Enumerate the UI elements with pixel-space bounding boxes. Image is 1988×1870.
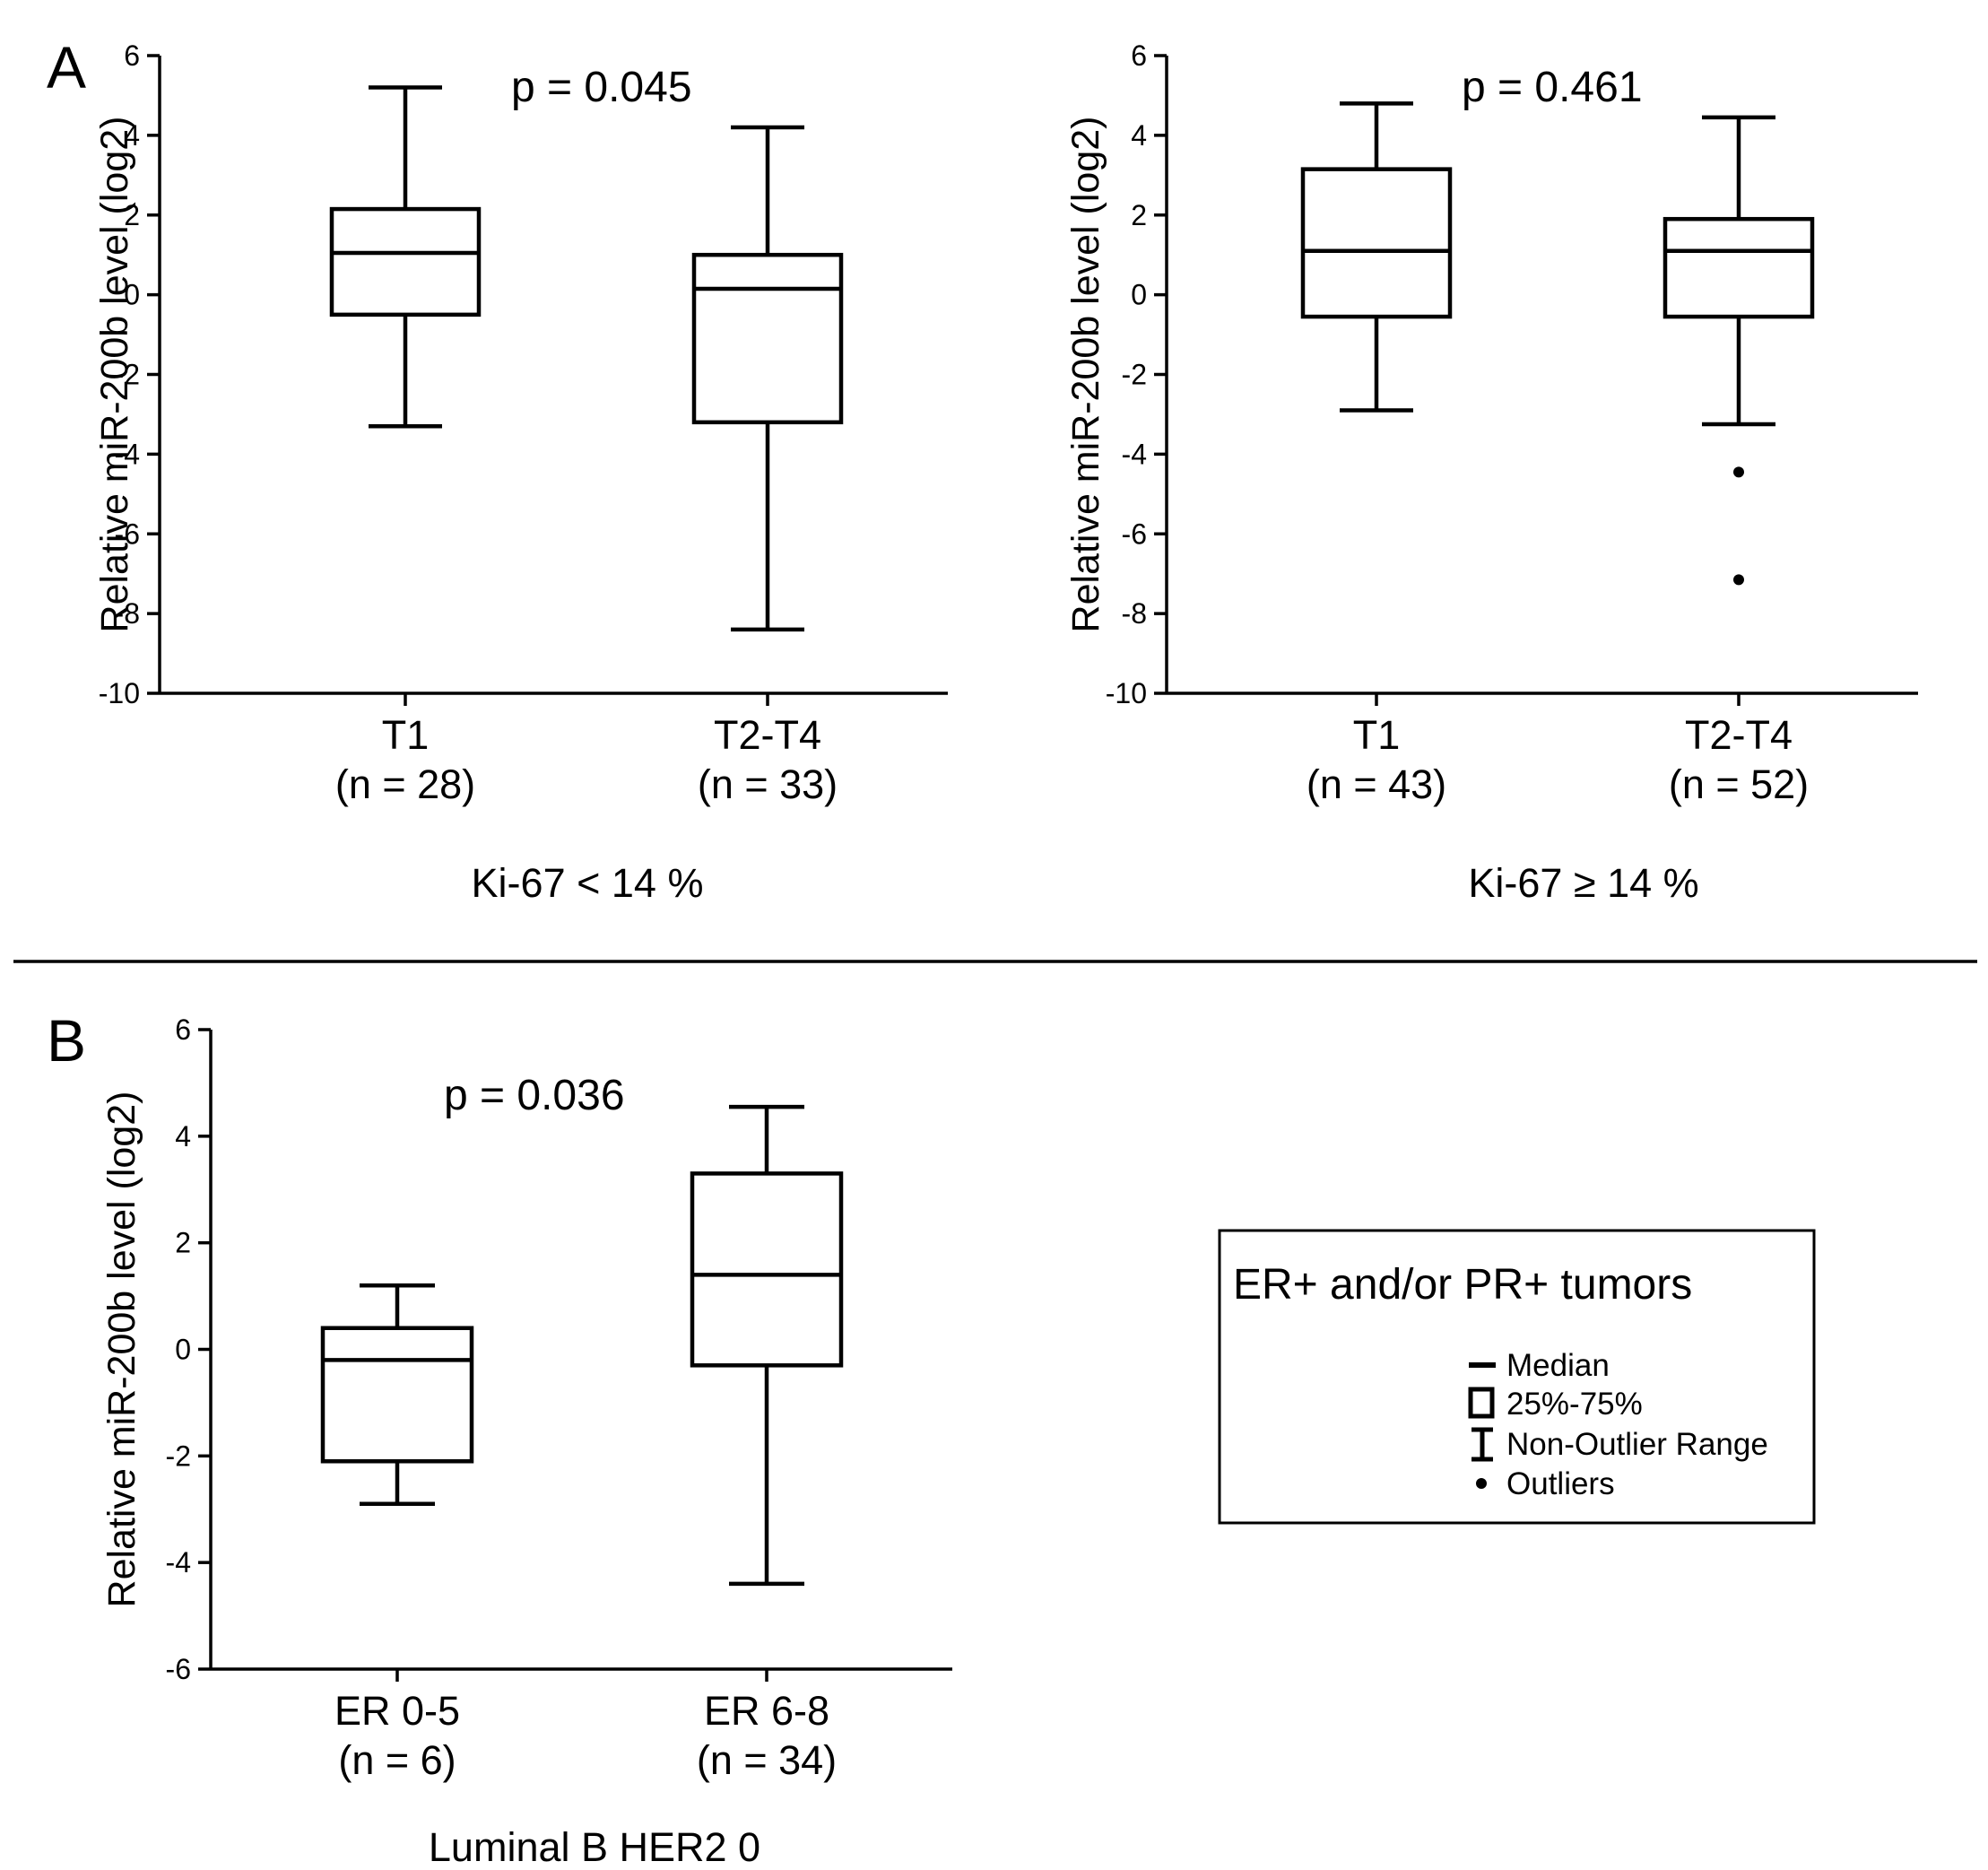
legend-title: ER+ and/or PR+ tumors <box>1233 1261 1692 1309</box>
y-tick-label: 2 <box>124 199 140 231</box>
y-axis-title: Relative miR-200b level (log2) <box>100 1092 143 1608</box>
y-tick-label: -10 <box>1106 677 1147 709</box>
iqr-box <box>329 206 482 317</box>
chart-title: Ki-67 < 14 % <box>472 860 704 906</box>
y-tick-label: 2 <box>1131 199 1147 231</box>
panel-label-a: A <box>47 34 86 100</box>
category-label: T2-T4 <box>1685 712 1793 758</box>
legend-box-label: 25%-75% <box>1506 1387 1643 1422</box>
y-tick-label: 4 <box>175 1120 191 1152</box>
chart-ki67-high: 6 4 2 0 -2 -4 -6 -8 -10 Relative miR-200b level (… <box>1064 39 1918 906</box>
y-tick-label: 2 <box>175 1227 191 1259</box>
category-label: T1 <box>1353 712 1401 758</box>
y-tick-label: -8 <box>115 597 140 630</box>
y-tick-label: -6 <box>166 1653 191 1685</box>
y-tick-label: 0 <box>175 1334 191 1366</box>
chart-ki67-low: 6 4 2 0 -2 -4 -6 -8 -10 Relative miR-200b level (… <box>93 39 948 906</box>
p-value: p = 0.045 <box>511 64 692 111</box>
y-tick-label: -4 <box>115 438 140 470</box>
category-n-label: (n = 34) <box>697 1737 837 1783</box>
chart-title: Ki-67 ≥ 14 % <box>1468 860 1698 906</box>
y-tick-label: -8 <box>1122 597 1147 630</box>
y-tick-label: 4 <box>124 119 140 152</box>
y-tick-label: -6 <box>1122 518 1147 550</box>
y-tick-label: -6 <box>115 518 140 550</box>
outlier-point <box>1733 466 1744 478</box>
iqr-box <box>1662 216 1815 319</box>
iqr-box <box>690 1171 844 1368</box>
iqr-box <box>320 1326 474 1464</box>
y-tick-label: -2 <box>1122 359 1147 391</box>
iqr-box <box>1300 167 1453 319</box>
y-tick-label: -10 <box>99 677 140 709</box>
y-tick-label: -2 <box>166 1439 191 1472</box>
category-n-label: (n = 43) <box>1307 761 1446 807</box>
p-value: p = 0.461 <box>1462 64 1643 111</box>
y-tick-label: 0 <box>1131 279 1147 311</box>
category-n-label: (n = 28) <box>335 761 475 807</box>
category-label: ER 0-5 <box>334 1688 460 1734</box>
p-value: p = 0.036 <box>444 1072 625 1119</box>
legend-whisker-label: Non-Outlier Range <box>1506 1427 1768 1462</box>
y-tick-label: 6 <box>1131 39 1147 72</box>
category-n-label: (n = 6) <box>338 1737 456 1783</box>
y-axis-title: Relative miR-200b level (log2) <box>1064 117 1107 633</box>
iqr-box <box>691 252 844 425</box>
category-n-label: (n = 52) <box>1669 761 1809 807</box>
y-tick-label: 0 <box>124 279 140 311</box>
panel-label-b: B <box>47 1007 86 1074</box>
legend-outlier-label: Outliers <box>1506 1466 1615 1501</box>
y-tick-label: -4 <box>1122 438 1147 470</box>
category-label: ER 6-8 <box>704 1688 829 1734</box>
category-label: T1 <box>382 712 430 758</box>
chart-luminal-b: 6 4 2 0 -2 -4 -6 Relative miR-200b level (log2)… <box>100 1013 952 1870</box>
legend-box-symbol <box>1468 1387 1495 1419</box>
y-tick-label: 6 <box>175 1013 191 1046</box>
category-n-label: (n = 33) <box>698 761 838 807</box>
legend-median-label: Median <box>1506 1348 1610 1383</box>
legend-outlier-symbol <box>1476 1478 1487 1489</box>
y-tick-label: 4 <box>1131 119 1147 152</box>
y-tick-label: 6 <box>124 39 140 72</box>
y-axis-title: Relative miR-200b level (log2) <box>93 117 136 633</box>
chart-title: Luminal B HER2 0 <box>429 1824 760 1870</box>
outlier-point <box>1733 574 1744 586</box>
legend: ER+ and/or PR+ tumors Median 25%-75% Non… <box>1218 1229 1816 1525</box>
legend-frame <box>1218 1229 1816 1525</box>
y-tick-label: -2 <box>115 359 140 391</box>
category-label: T2-T4 <box>714 712 821 758</box>
y-tick-label: -4 <box>166 1546 191 1579</box>
